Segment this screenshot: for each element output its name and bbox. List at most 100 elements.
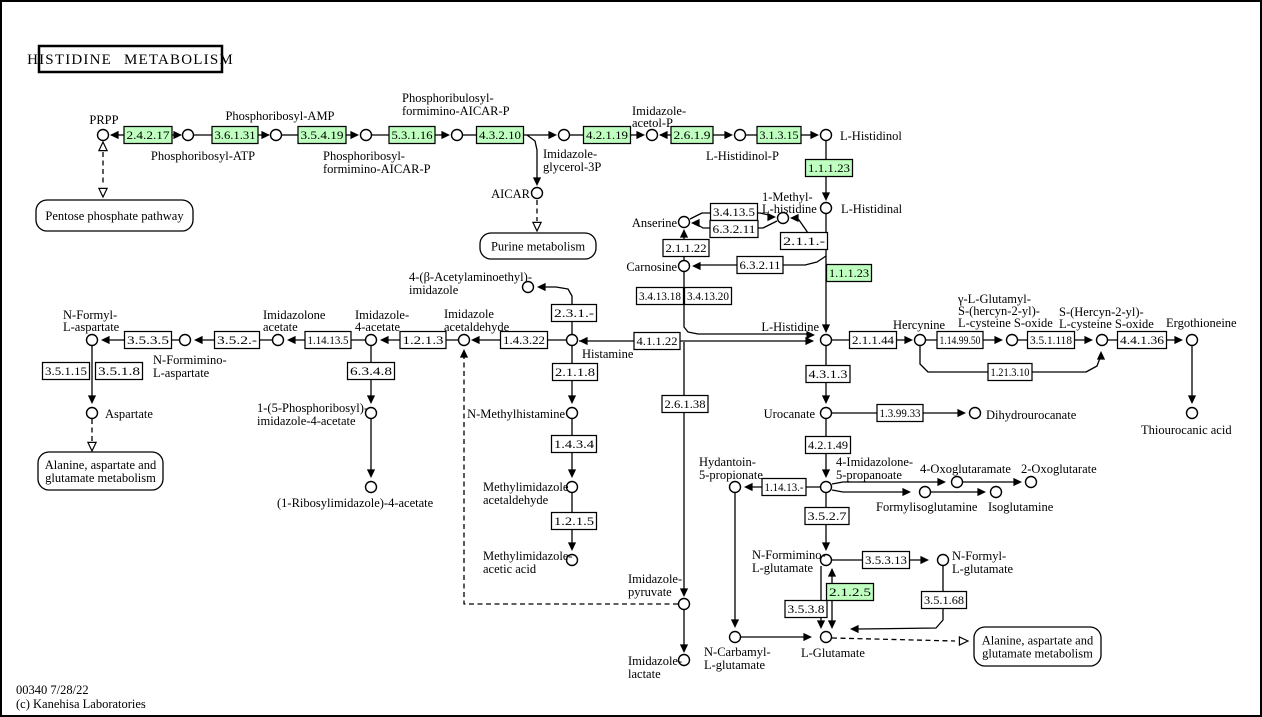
compound-n-formimino-glu[interactable] (819, 553, 833, 567)
enzyme-box-2.3.1.-[interactable]: 2.3.1.- (550, 303, 598, 323)
compound-imz-acetaldehyde[interactable] (457, 333, 471, 347)
compound-methylhistidine[interactable] (776, 211, 790, 225)
pathway-box-rect[interactable] (479, 232, 597, 260)
enzyme-box-1.1.1.23[interactable]: 1.1.1.23 (804, 158, 854, 178)
enzyme-box-1.2.1.3[interactable]: 1.2.1.3 (399, 330, 447, 350)
enzyme-box-rect[interactable] (761, 477, 807, 497)
enzyme-box-1.1.1.23[interactable]: 1.1.1.23 (825, 263, 873, 283)
enzyme-box-rect[interactable] (662, 238, 710, 258)
enzyme-box-4.4.1.36[interactable]: 4.4.1.36 (1116, 330, 1168, 350)
compound-carnosine[interactable] (677, 259, 691, 273)
enzyme-box-1.4.3.4[interactable]: 1.4.3.4 (550, 434, 598, 454)
pathway-link-alanine-aspartate-glutamate-1[interactable]: Alanine, aspartate and glutamate metaboli… (37, 451, 164, 491)
compound-thiourocanic[interactable] (1185, 406, 1199, 420)
enzyme-box-rect[interactable] (936, 330, 984, 350)
enzyme-box-rect[interactable] (861, 550, 911, 570)
compound-prb-formimino-aicar-p[interactable] (450, 128, 464, 142)
enzyme-box-rect[interactable] (987, 362, 1033, 382)
compound-hercyn-cysteine[interactable] (1095, 333, 1109, 347)
compound-imidazolone-propanoate[interactable] (819, 480, 833, 494)
compound-histidinal[interactable] (819, 201, 833, 215)
compound-pr-amp[interactable] (269, 128, 283, 142)
compound-imz-acetol-p[interactable] (645, 128, 659, 142)
enzyme-box-1.3.99.33[interactable]: 1.3.99.33 (876, 403, 924, 423)
enzyme-box-rect[interactable] (683, 286, 733, 306)
compound-aspartate[interactable] (85, 406, 99, 420)
enzyme-box-6.3.4.8[interactable]: 6.3.4.8 (346, 361, 396, 381)
compound-imz-pyruvate[interactable] (677, 597, 691, 611)
enzyme-box-4.1.1.22[interactable]: 4.1.1.22 (633, 331, 681, 351)
compound-histamine[interactable] (565, 333, 579, 347)
compound-hercynine[interactable] (913, 333, 927, 347)
enzyme-box-rect[interactable] (346, 361, 396, 381)
enzyme-box-rect[interactable] (633, 331, 681, 351)
compound-imidazolone-acetate[interactable] (271, 333, 285, 347)
enzyme-box-3.4.13.20[interactable]: 3.4.13.20 (683, 286, 733, 306)
compound-n-carbamyl-glu[interactable] (728, 630, 742, 644)
compound-glutamyl-hercyn[interactable] (1005, 333, 1019, 347)
enzyme-box-3.6.1.31[interactable]: 3.6.1.31 (211, 125, 259, 145)
compound-imz-glycerol-3p[interactable] (557, 128, 571, 142)
enzyme-box-rect[interactable] (550, 303, 598, 323)
enzyme-box-rect[interactable] (550, 511, 598, 531)
enzyme-box-rect[interactable] (123, 330, 173, 350)
pathway-box-rect[interactable] (35, 199, 194, 232)
enzyme-box-2.4.2.17[interactable]: 2.4.2.17 (123, 125, 173, 145)
compound-imz-lactate[interactable] (677, 653, 691, 667)
enzyme-box-3.1.3.15[interactable]: 3.1.3.15 (756, 125, 802, 145)
pathway-box-rect[interactable] (973, 626, 1102, 667)
pathway-box-rect[interactable] (37, 451, 164, 491)
pathway-link-pentose-phosphate[interactable]: Pentose phosphate pathway (35, 199, 194, 232)
pathway-link-purine-metabolism[interactable]: Purine metabolism (479, 232, 597, 260)
enzyme-box-3.5.1.15[interactable]: 3.5.1.15 (41, 361, 91, 381)
compound-dihydrourocanate[interactable] (968, 406, 982, 420)
enzyme-box-rect[interactable] (920, 590, 968, 610)
enzyme-box-rect[interactable] (94, 361, 144, 381)
enzyme-box-1.4.3.22[interactable]: 1.4.3.22 (499, 330, 549, 350)
compound-anserine[interactable] (677, 215, 691, 229)
enzyme-box-rect[interactable] (551, 362, 599, 382)
compound-n-formyl-asp[interactable] (85, 333, 99, 347)
enzyme-box-rect[interactable] (804, 158, 854, 178)
compound-hydantoin-propionate[interactable] (728, 480, 742, 494)
enzyme-box-3.4.13.18[interactable]: 3.4.13.18 (635, 286, 685, 306)
enzyme-box-rect[interactable] (582, 125, 632, 145)
enzyme-box-3.5.3.8[interactable]: 3.5.3.8 (784, 599, 828, 619)
enzyme-box-rect[interactable] (670, 125, 714, 145)
enzyme-box-1.14.13.5[interactable]: 1.14.13.5 (304, 330, 352, 350)
enzyme-box-rect[interactable] (550, 434, 598, 454)
enzyme-box-rect[interactable] (499, 330, 549, 350)
compound-histidine[interactable] (819, 333, 833, 347)
enzyme-box-5.3.1.16[interactable]: 5.3.1.16 (388, 125, 436, 145)
enzyme-box-3.5.4.19[interactable]: 3.5.4.19 (297, 125, 347, 145)
compound-n-formyl-glu[interactable] (936, 553, 950, 567)
enzyme-box-rect[interactable] (1026, 330, 1076, 350)
enzyme-box-2.1.1.-[interactable]: 2.1.1.- (779, 231, 829, 251)
enzyme-box-rect[interactable] (805, 364, 851, 384)
compound-pr-atp[interactable] (181, 128, 195, 142)
enzyme-box-rect[interactable] (804, 506, 850, 526)
enzyme-box-4.3.1.3[interactable]: 4.3.1.3 (805, 364, 851, 384)
compound-methylimz-acetic-acid[interactable] (565, 553, 579, 567)
enzyme-box-rect[interactable] (825, 263, 873, 283)
compound-imz-4-acetate[interactable] (364, 333, 378, 347)
enzyme-box-6.3.2.11[interactable]: 6.3.2.11 (709, 219, 759, 239)
compound-urocanate[interactable] (819, 406, 833, 420)
enzyme-box-3.5.2.-[interactable]: 3.5.2.- (213, 330, 261, 350)
enzyme-box-2.1.1.22[interactable]: 2.1.1.22 (662, 238, 710, 258)
enzyme-box-3.5.2.7[interactable]: 3.5.2.7 (804, 506, 850, 526)
compound-methylimz-acetaldehyde[interactable] (565, 480, 579, 494)
enzyme-box-2.1.1.8[interactable]: 2.1.1.8 (551, 362, 599, 382)
enzyme-box-4.2.1.49[interactable]: 4.2.1.49 (804, 435, 852, 455)
enzyme-box-rect[interactable] (784, 599, 828, 619)
enzyme-box-3.5.1.118[interactable]: 3.5.1.118 (1026, 330, 1076, 350)
enzyme-box-rect[interactable] (709, 219, 759, 239)
enzyme-box-rect[interactable] (736, 255, 784, 275)
compound-n-methylhistamine[interactable] (565, 406, 579, 420)
enzyme-box-3.5.3.5[interactable]: 3.5.3.5 (123, 330, 173, 350)
enzyme-box-2.1.1.44[interactable]: 2.1.1.44 (848, 330, 898, 350)
enzyme-box-rect[interactable] (848, 330, 898, 350)
compound-phosphoribosyl-imz-acetate[interactable] (364, 406, 378, 420)
enzyme-box-rect[interactable] (876, 403, 924, 423)
enzyme-box-rect[interactable] (635, 286, 685, 306)
